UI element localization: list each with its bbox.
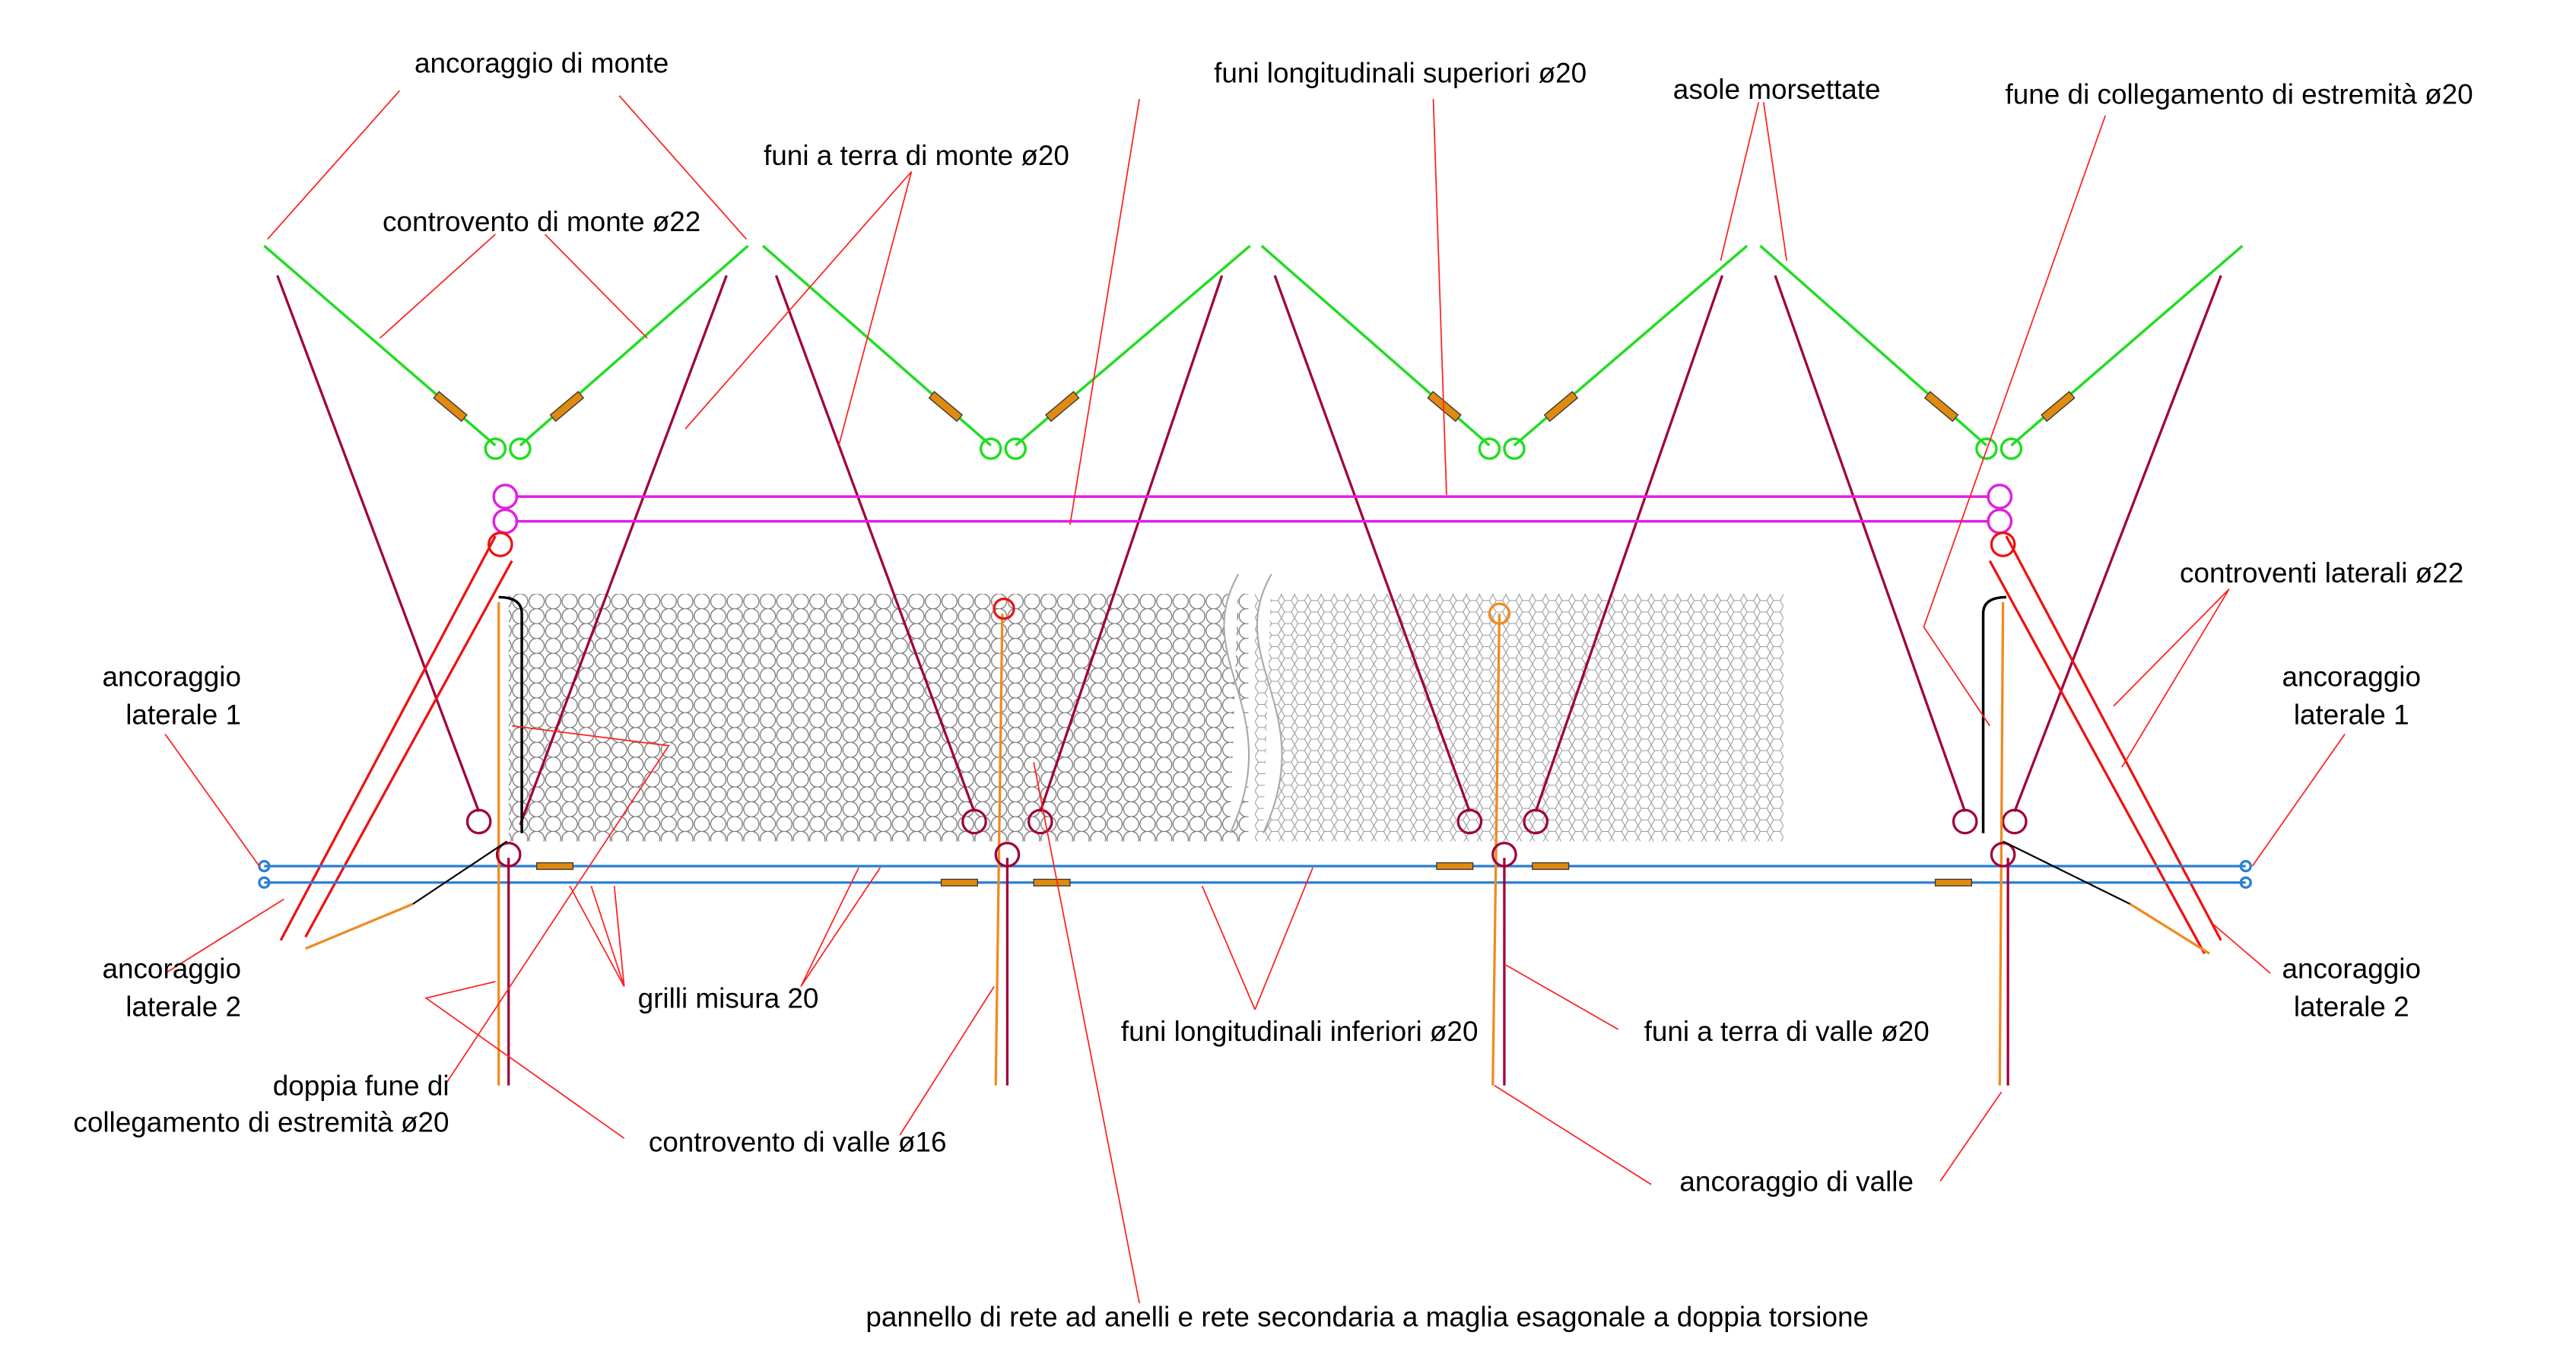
upstream-braces bbox=[263, 244, 2244, 460]
label: funi a terra di valle ø20 bbox=[1644, 1016, 1930, 1047]
lower-ropes bbox=[258, 859, 2252, 889]
label: controvento di valle ø16 bbox=[649, 1126, 947, 1157]
turnbuckles bbox=[433, 391, 2076, 422]
ground-ropes bbox=[276, 274, 2222, 835]
ring-mesh bbox=[508, 594, 1249, 842]
lower-clamps bbox=[535, 862, 1973, 887]
upper-ropes bbox=[492, 484, 2013, 535]
label: ancoraggio bbox=[2282, 661, 2421, 693]
label: collegamento di estremità ø20 bbox=[73, 1106, 449, 1137]
label: laterale 2 bbox=[2294, 991, 2409, 1023]
label: laterale 2 bbox=[125, 991, 241, 1023]
label: ancoraggio bbox=[2282, 953, 2421, 985]
label: controventi laterali ø22 bbox=[2180, 557, 2463, 588]
label: funi longitudinali superiori ø20 bbox=[1214, 57, 1587, 88]
label: laterale 1 bbox=[125, 700, 241, 731]
posts bbox=[305, 595, 2210, 1086]
label: fune di collegamento di estremità ø20 bbox=[2006, 79, 2473, 110]
label: controvento di monte ø22 bbox=[383, 206, 700, 237]
label: asole morsettate bbox=[1673, 74, 1881, 105]
label: ancoraggio di monte bbox=[415, 47, 669, 78]
label: ancoraggio di valle bbox=[1679, 1166, 1914, 1198]
hex-mesh bbox=[1255, 594, 1784, 842]
label: pannello di rete ad anelli e rete second… bbox=[866, 1301, 1869, 1332]
lateral-braces bbox=[279, 531, 2222, 954]
label: grilli misura 20 bbox=[638, 983, 819, 1014]
labels: ancoraggio di monte funi longitudinali s… bbox=[73, 47, 2473, 1332]
label: funi longitudinali inferiori ø20 bbox=[1121, 1016, 1479, 1047]
leader-lines bbox=[164, 90, 2346, 1304]
label: doppia fune di bbox=[273, 1071, 449, 1102]
label: ancoraggio bbox=[102, 953, 241, 985]
label: ancoraggio bbox=[102, 661, 241, 693]
label: funi a terra di monte ø20 bbox=[764, 140, 1069, 171]
label: laterale 1 bbox=[2294, 700, 2409, 731]
break-symbol bbox=[1223, 573, 1283, 834]
